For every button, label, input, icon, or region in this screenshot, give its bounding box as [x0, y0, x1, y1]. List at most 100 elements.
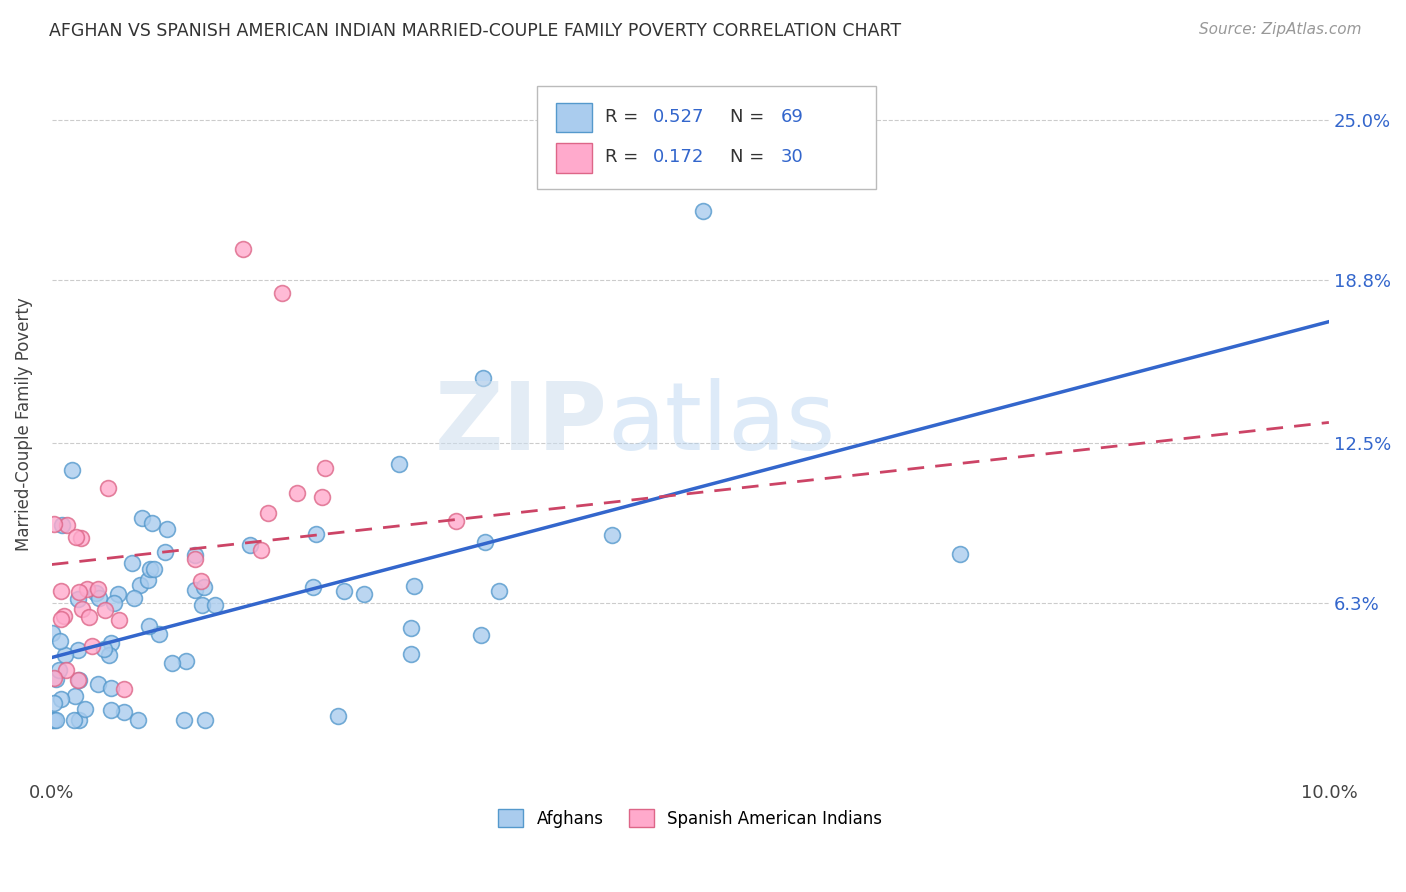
Text: N =: N =: [730, 108, 770, 126]
Point: [305, 526, 328, 541]
Point: [103, 596, 125, 610]
Point: [470, 628, 492, 642]
Point: [250, 542, 273, 557]
Point: [52, 609, 75, 624]
Point: [136, 574, 159, 588]
Point: [97, 481, 120, 495]
Point: [184, 582, 207, 597]
Text: atlas: atlas: [607, 377, 835, 470]
Point: [63, 690, 86, 704]
Point: [122, 591, 145, 605]
Point: [204, 598, 226, 612]
Point: [67, 713, 90, 727]
Point: [62, 713, 84, 727]
Point: [692, 203, 714, 218]
Point: [399, 647, 422, 661]
Point: [143, 562, 166, 576]
Point: [42, 516, 65, 531]
Point: [93, 641, 115, 656]
Point: [107, 613, 129, 627]
Text: 69: 69: [780, 108, 804, 126]
Point: [239, 538, 262, 552]
Point: [73, 702, 96, 716]
Point: [127, 713, 149, 727]
Point: [45, 672, 67, 686]
Point: [100, 681, 122, 695]
Point: [193, 580, 215, 594]
FancyBboxPatch shape: [557, 143, 592, 173]
Point: [87, 582, 110, 596]
Point: [51, 518, 73, 533]
Point: [121, 556, 143, 570]
Point: [72, 601, 94, 615]
Point: [41, 713, 63, 727]
Point: [67, 673, 90, 688]
Point: [138, 619, 160, 633]
Point: [66, 642, 89, 657]
Point: [949, 547, 972, 561]
Point: [55, 518, 77, 533]
Point: [48, 663, 70, 677]
Point: [41, 626, 63, 640]
Point: [388, 457, 411, 471]
Point: [314, 461, 336, 475]
Point: [131, 511, 153, 525]
Point: [183, 551, 205, 566]
Text: ZIP: ZIP: [434, 377, 607, 470]
Point: [87, 677, 110, 691]
Point: [93, 603, 115, 617]
Point: [49, 634, 72, 648]
Text: 0.172: 0.172: [654, 148, 704, 166]
Point: [42, 697, 65, 711]
Point: [100, 703, 122, 717]
Point: [49, 692, 72, 706]
Point: [333, 584, 356, 599]
Point: [129, 578, 152, 592]
Point: [285, 486, 308, 500]
Point: [82, 640, 104, 654]
Point: [600, 528, 623, 542]
Point: [156, 522, 179, 536]
Point: [444, 514, 467, 528]
Point: [49, 583, 72, 598]
Legend: Afghans, Spanish American Indians: Afghans, Spanish American Indians: [492, 803, 889, 835]
Point: [42, 671, 65, 685]
Point: [148, 626, 170, 640]
Point: [155, 544, 177, 558]
Point: [112, 705, 135, 719]
Point: [84, 586, 107, 600]
Point: [67, 673, 90, 688]
Point: [77, 610, 100, 624]
Text: R =: R =: [605, 148, 644, 166]
Point: [311, 490, 333, 504]
Text: N =: N =: [730, 148, 770, 166]
Point: [270, 286, 292, 301]
Point: [191, 599, 214, 613]
Y-axis label: Married-Couple Family Poverty: Married-Couple Family Poverty: [15, 297, 32, 550]
Point: [67, 585, 90, 599]
Text: Source: ZipAtlas.com: Source: ZipAtlas.com: [1198, 22, 1361, 37]
Point: [60, 463, 83, 477]
Point: [139, 562, 162, 576]
Text: 0.527: 0.527: [654, 108, 704, 126]
Point: [162, 656, 184, 670]
Text: R =: R =: [605, 108, 644, 126]
Point: [141, 516, 163, 531]
Point: [326, 708, 349, 723]
Point: [112, 681, 135, 696]
Text: AFGHAN VS SPANISH AMERICAN INDIAN MARRIED-COUPLE FAMILY POVERTY CORRELATION CHAR: AFGHAN VS SPANISH AMERICAN INDIAN MARRIE…: [49, 22, 901, 40]
Point: [488, 584, 510, 599]
Point: [173, 713, 195, 727]
Point: [76, 582, 98, 597]
Point: [194, 713, 217, 727]
Point: [89, 591, 111, 605]
Point: [67, 591, 90, 606]
Point: [107, 587, 129, 601]
Point: [471, 371, 494, 385]
Point: [174, 654, 197, 668]
Point: [70, 532, 93, 546]
Text: 30: 30: [780, 148, 804, 166]
Point: [474, 535, 496, 549]
Point: [100, 636, 122, 650]
Point: [53, 648, 76, 662]
